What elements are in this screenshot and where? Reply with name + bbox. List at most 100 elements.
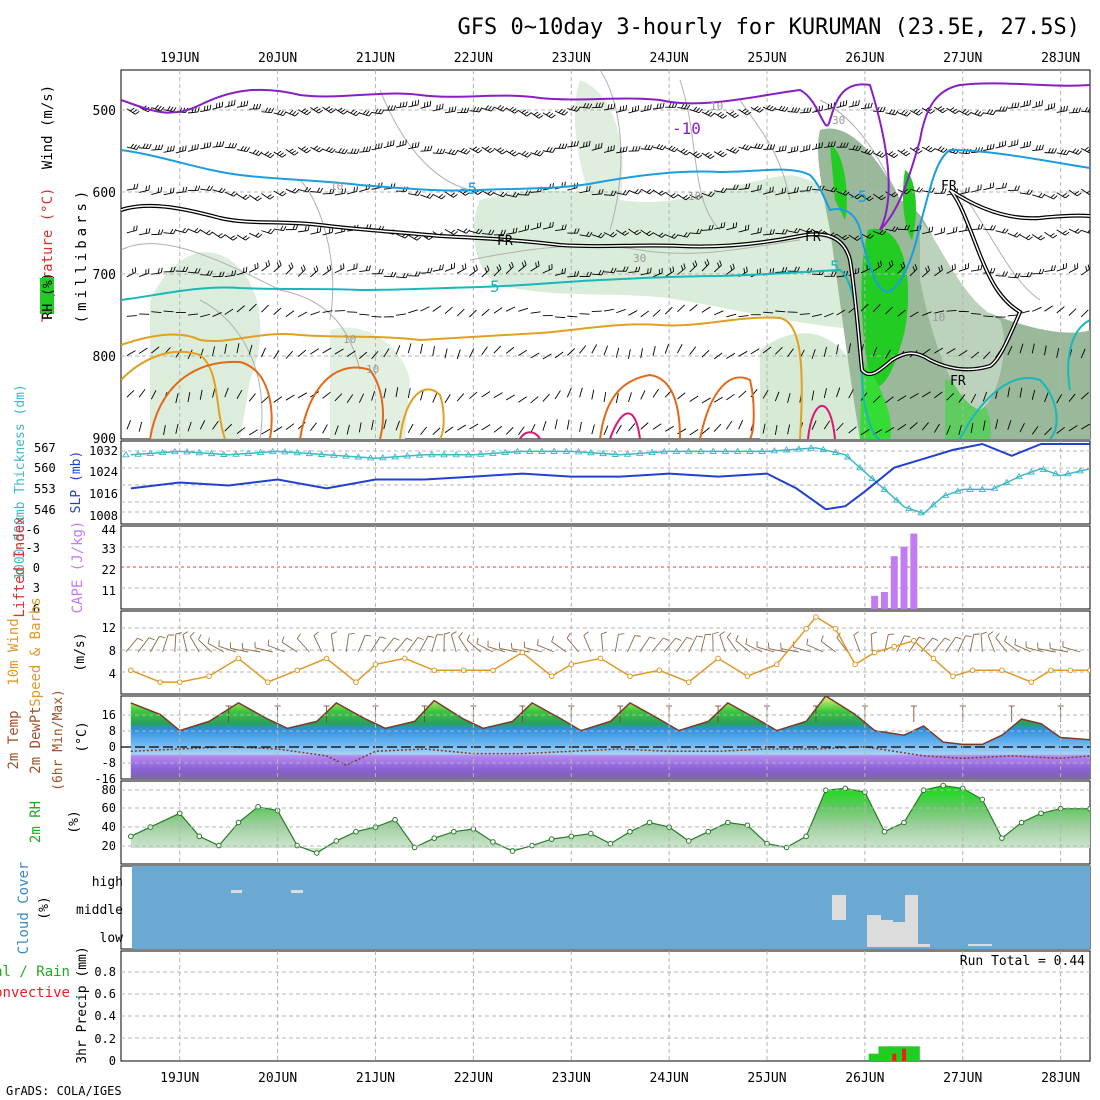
slp-ytick: 1008 (89, 509, 118, 523)
li-ytick: 6 (33, 602, 40, 616)
temp-contour-5 (959, 377, 1058, 439)
date-label: 19JUN (160, 51, 199, 66)
cape-ytick: 22 (102, 563, 116, 577)
thickness-ytick: 553 (34, 482, 56, 496)
wind-speed-markers (127, 614, 1090, 685)
rh-shade-region (902, 170, 916, 240)
thickness-label: 1000-500mb Thickness (dm) (13, 384, 28, 580)
precip-label-conv: Convective (0, 985, 70, 1001)
precip-ytick: 0.2 (94, 1032, 116, 1046)
temp2m-ytick: 0 (109, 740, 116, 754)
slp-label: SLP (mb) (69, 451, 84, 514)
date-label: 26JUN (845, 51, 884, 66)
surface-wind-barbs (125, 631, 1081, 653)
rh-legend-swatch (40, 278, 54, 314)
date-label: 27JUN (943, 1071, 982, 1086)
contour-label-rh: 10 (932, 311, 945, 324)
upper-ylabel-wind: Wind (m/s) (40, 85, 56, 169)
series-thickness (130, 447, 1090, 515)
wind-ytick: 8 (109, 644, 116, 658)
precip-total-bar (878, 1046, 891, 1061)
precip-bars (868, 1046, 920, 1061)
precip-ytick: 0.8 (94, 965, 116, 979)
rh2m-ytick: 20 (102, 839, 116, 853)
upper-ylabel-unit: (millibars) (74, 187, 90, 324)
temp2m-grid (121, 696, 1090, 779)
contour-label-minus5: -5 (848, 187, 867, 206)
date-label: 24JUN (650, 51, 689, 66)
cape-ytick: 44 (102, 523, 116, 537)
slp-ytick: 1024 (89, 465, 118, 479)
upper-ytick: 800 (93, 350, 116, 365)
wind-label-2: Speed & Barbs (28, 597, 44, 707)
date-label: 25JUN (747, 1071, 786, 1086)
thickness-ytick: 546 (34, 503, 56, 517)
precip-axis-label: 3hr Precip (mm) (75, 946, 90, 1063)
rh2m-ytick: 40 (102, 820, 116, 834)
date-label: 22JUN (454, 1071, 493, 1086)
wind-label: 10m Wind (6, 618, 22, 685)
precip-ytick: 0 (109, 1054, 116, 1068)
temp2m-label-2: 2m DewPt (28, 706, 44, 773)
temp-contour-minus10 (121, 82, 1090, 231)
cape-label: CAPE (J/kg) (70, 521, 86, 614)
date-label: 23JUN (552, 51, 591, 66)
temp2m-ytick: 16 (102, 708, 116, 722)
contour-label-minus5: -5 (458, 179, 477, 198)
precip-conv-bar (892, 1053, 897, 1061)
li-ytick: 3 (33, 581, 40, 595)
cape-ytick: 11 (102, 584, 116, 598)
date-label: 27JUN (943, 51, 982, 66)
rh2m-unit: (%) (67, 810, 82, 833)
cape-bars (871, 533, 918, 609)
date-label: 25JUN (747, 51, 786, 66)
contour-label-rh: 30 (832, 114, 845, 127)
contour-label-rh: 10 (688, 190, 701, 203)
cloud-label: Cloud Cover (16, 862, 32, 955)
series-dewpt2m (130, 745, 1090, 767)
series-slp (130, 442, 1090, 511)
li-grid (121, 526, 1090, 609)
contour-label-rh: 10 (343, 333, 356, 346)
temp-contour-5 (1067, 319, 1090, 391)
cloud-panel: high middle low Cloud Cover (%) (16, 862, 1091, 955)
cloud-blocks (231, 890, 992, 947)
cape-bar (910, 533, 918, 609)
precip-ytick: 0.4 (94, 1009, 116, 1023)
precip-total-bar (907, 1046, 920, 1061)
rh2m-ytick: 80 (102, 783, 116, 797)
slp-ytick: 1016 (89, 487, 118, 501)
date-axis-top: 19JUN 20JUN 21JUN 22JUN 23JUN 24JUN 25JUN 26JUN… (160, 51, 1080, 66)
rh-shade-region (150, 252, 261, 439)
upper-ytick: 700 (93, 268, 116, 283)
rh-shade-region (330, 327, 410, 439)
contour-label-5: 5 (490, 277, 500, 296)
wind-grid (121, 611, 1090, 694)
wind10m-panel: 12 8 4 10m Wind Speed & Barbs (m/s) (6, 597, 1091, 707)
date-label: 23JUN (552, 1071, 591, 1086)
upper-ytick: 600 (93, 186, 116, 201)
temp2m-ytick: 8 (109, 724, 116, 738)
date-label: 24JUN (650, 1071, 689, 1086)
temp2m-unit: (°C) (75, 721, 90, 752)
li-ytick: -6 (26, 523, 40, 537)
contour-label-rh: 10 (710, 100, 723, 113)
rh-shade-region (945, 380, 991, 439)
cape-bar (871, 595, 879, 609)
precip-conv-bar (902, 1048, 907, 1061)
temp2m-panel: 16 8 0 -8 -16 2m Temp 2m DewPt (6hr Min/… (6, 689, 1091, 791)
cloud-unit: (%) (37, 896, 52, 919)
cape-bar (880, 592, 888, 609)
precip-total-bar (868, 1053, 881, 1061)
thickness-ytick: 560 (34, 461, 56, 475)
warm-temp-contours (121, 316, 836, 439)
li-cape-panel: -6 -3 0 3 6 44 33 22 11 Lifted Index CAP… (12, 516, 1091, 618)
li-label: Lifted Index (12, 516, 28, 617)
contour-label-freezing: FR (805, 230, 821, 245)
rh2m-label: 2m RH (28, 801, 44, 843)
upper-air-panel: -10 -5 -5 5 5 FR FR FR FR 30 30 10 10 10… (40, 69, 1091, 447)
contour-label-rh: 10 (330, 180, 343, 193)
contour-label-5: 5 (830, 257, 840, 276)
wind-unit: (m/s) (73, 632, 88, 671)
